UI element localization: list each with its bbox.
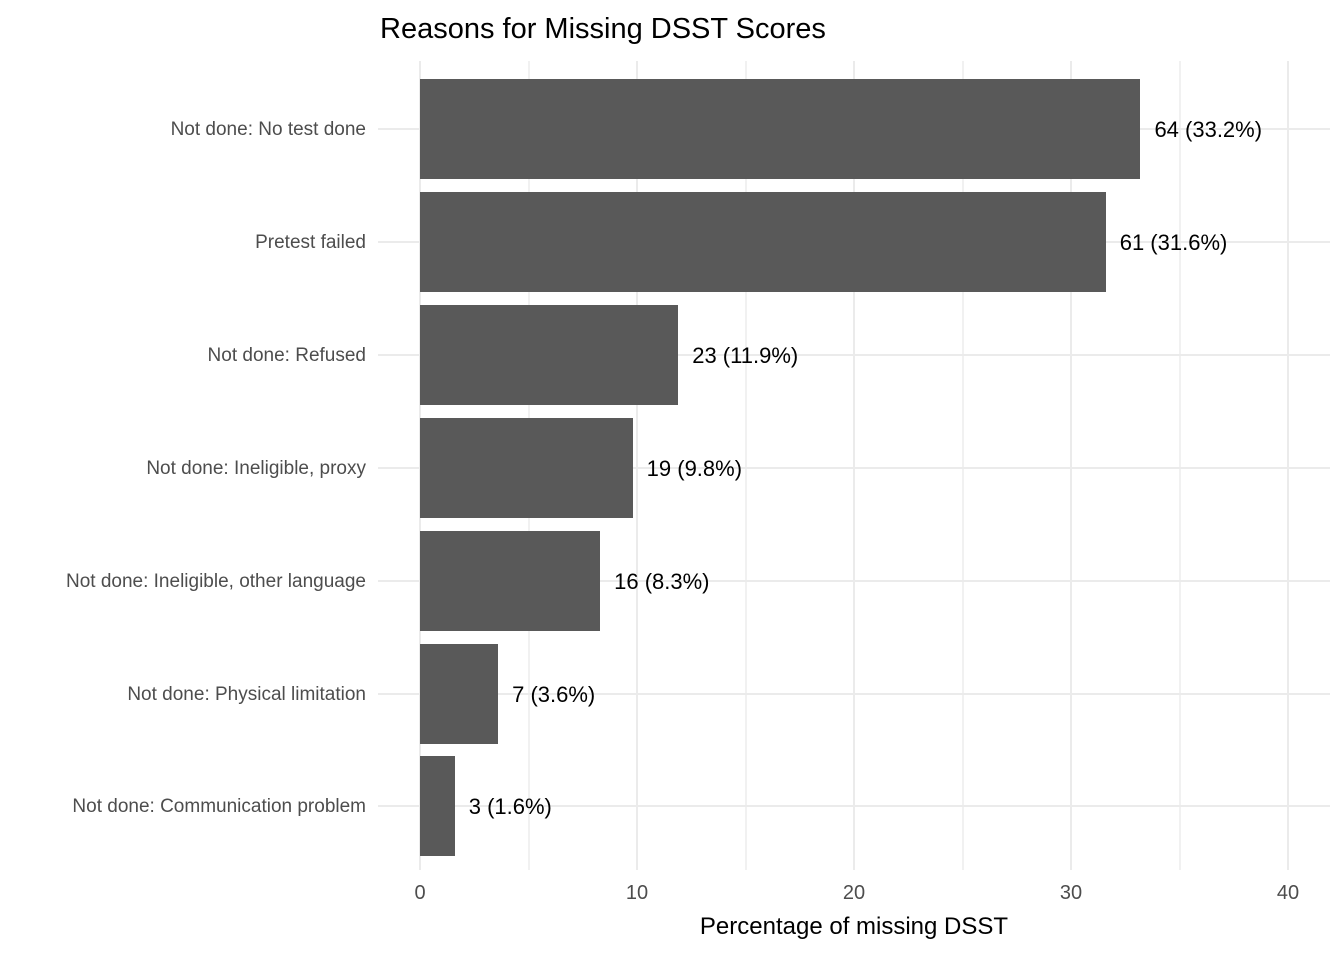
- y-axis-category-label: Not done: Communication problem: [72, 796, 366, 818]
- x-axis-tick-label: 10: [625, 882, 649, 904]
- y-axis-category-label: Pretest failed: [255, 231, 366, 253]
- x-major-gridline: [1070, 61, 1072, 870]
- bar: [420, 79, 1141, 179]
- y-axis-category-label: Not done: Refused: [207, 344, 366, 366]
- x-axis-tick-label: 0: [414, 882, 426, 904]
- bar-value-label: 7 (3.6%): [512, 681, 596, 707]
- y-axis-category-label: Not done: Ineligible, proxy: [146, 457, 366, 479]
- bar-value-label: 23 (11.9%): [692, 342, 799, 368]
- bar-value-label: 19 (9.8%): [646, 455, 743, 481]
- y-major-gridline: [378, 466, 1330, 469]
- bar-value-label: 3 (1.6%): [468, 794, 552, 820]
- x-minor-gridline: [1178, 61, 1181, 870]
- bar-value-label: 64 (33.2%): [1154, 117, 1263, 142]
- x-minor-gridline: [744, 61, 747, 870]
- plot-panel: 64 (33.2%) 61 (31.6%) 23 (11.9%) 19 (9.8%) 1…: [378, 61, 1330, 870]
- y-major-gridline: [378, 353, 1330, 356]
- y-major-gridline: [378, 579, 1330, 582]
- bar: [420, 417, 633, 518]
- x-major-gridline: [636, 61, 638, 870]
- y-axis-category-label: Not done: Ineligible, other language: [65, 570, 366, 592]
- x-axis-tick-label: 20: [842, 882, 866, 904]
- bar-value-label: 61 (31.6%): [1119, 229, 1228, 255]
- y-major-gridline: [378, 692, 1330, 695]
- bar: [420, 304, 679, 405]
- y-axis-category-label: Not done: No test done: [170, 119, 366, 140]
- chart-title: Reasons for Missing DSST Scores: [380, 13, 826, 45]
- x-major-gridline: [853, 61, 855, 870]
- bar: [420, 643, 499, 744]
- x-axis-title: Percentage of missing DSST: [699, 913, 1009, 940]
- x-minor-gridline: [961, 61, 964, 870]
- bar: [420, 530, 601, 631]
- x-axis-tick-label: 30: [1059, 882, 1083, 904]
- x-major-gridline: [1287, 61, 1289, 870]
- x-axis-tick-label: 40: [1276, 882, 1300, 904]
- bar-value-label: 16 (8.3%): [614, 568, 710, 594]
- y-axis-category-label: Not done: Physical limitation: [127, 683, 366, 705]
- bar: [420, 191, 1106, 292]
- bar: [420, 756, 455, 857]
- y-major-gridline: [378, 805, 1330, 808]
